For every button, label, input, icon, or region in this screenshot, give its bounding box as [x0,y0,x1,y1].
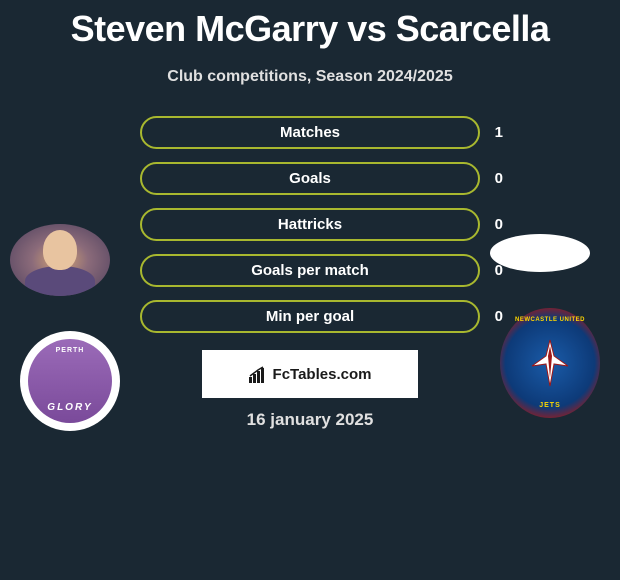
brand-text: FcTables.com [273,366,372,383]
club-right-name-bottom: JETS [505,402,595,409]
club-right-badge: NEWCASTLE UNITED JETS [500,308,600,418]
stat-row-hattricks: Hattricks 0 [140,208,480,241]
date-text: 16 january 2025 [0,410,620,430]
player-left-avatar [10,224,110,296]
stat-row-min-per-goal: Min per goal 0 [140,300,480,333]
brand-box: FcTables.com [202,350,418,398]
chart-icon [249,365,267,383]
stat-label: Goals per match [251,262,369,279]
stat-label: Matches [280,124,340,141]
stat-right-value: 1 [495,124,503,141]
stat-right-value: 0 [495,170,503,187]
club-left-name-top: PERTH [28,347,112,354]
jets-icon [530,338,570,388]
stat-label: Goals [289,170,331,187]
stat-row-goals-per-match: Goals per match 0 [140,254,480,287]
player-right-avatar [490,234,590,272]
stat-row-matches: Matches 1 [140,116,480,149]
stat-right-value: 0 [495,308,503,325]
stat-label: Min per goal [266,308,354,325]
stat-label: Hattricks [278,216,342,233]
club-right-name-top: NEWCASTLE UNITED [505,317,595,323]
stat-right-value: 0 [495,216,503,233]
subtitle: Club competitions, Season 2024/2025 [0,68,620,86]
stat-row-goals: Goals 0 [140,162,480,195]
stat-rows: Matches 1 Goals 0 Hattricks 0 Goals per … [140,116,480,346]
page-title: Steven McGarry vs Scarcella [0,0,620,50]
stat-right-value: 0 [495,262,503,279]
